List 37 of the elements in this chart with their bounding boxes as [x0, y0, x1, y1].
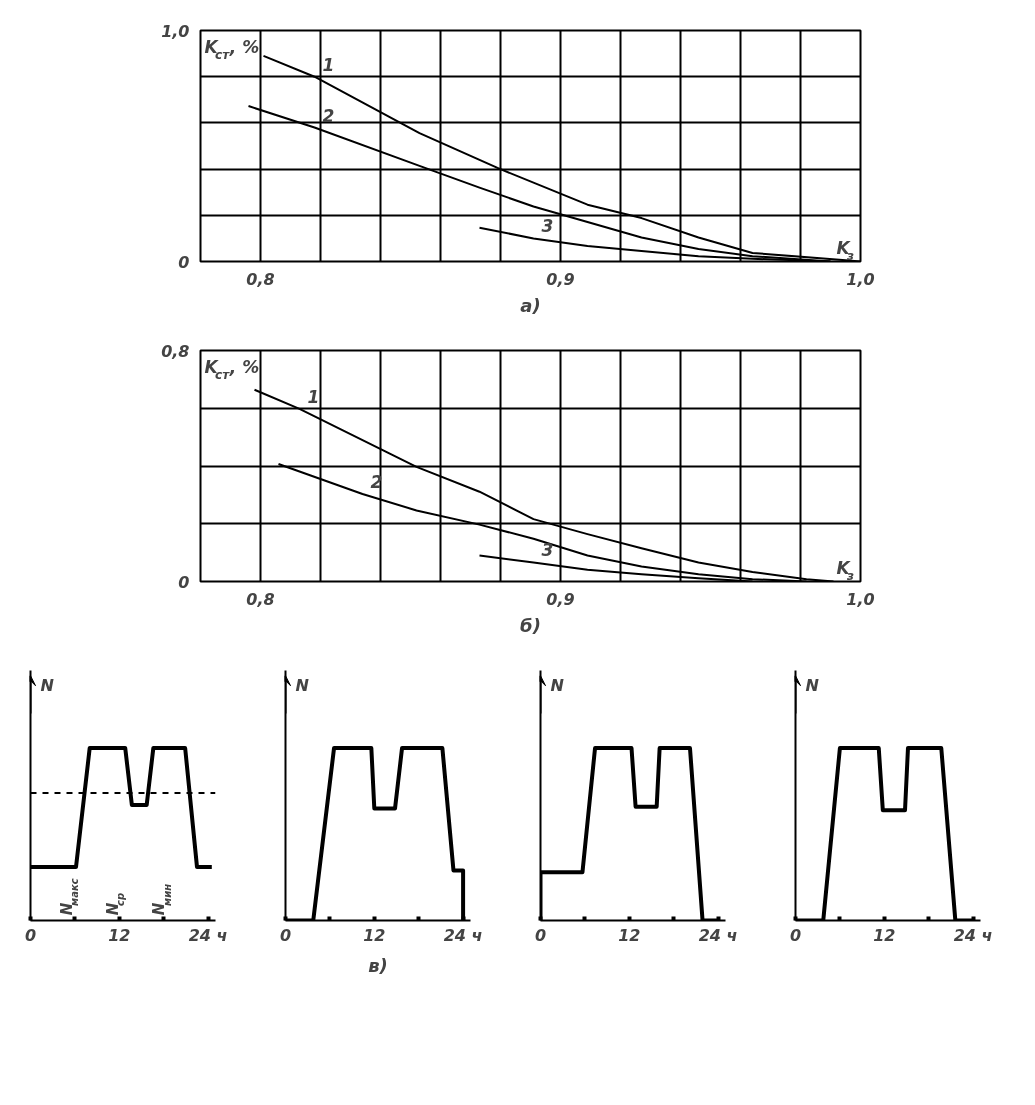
- x-tick-label: 24 ч: [188, 925, 228, 945]
- y-axis-title: N: [295, 675, 310, 695]
- x-tick-label: 0: [534, 925, 547, 945]
- x-tick-label: 0: [24, 925, 37, 945]
- x-tick-label: 0: [789, 925, 802, 945]
- y-axis-title: N: [40, 675, 55, 695]
- x-tick-label: 0,8: [246, 589, 275, 609]
- series-label: 1: [307, 386, 320, 407]
- text: в): [368, 954, 388, 976]
- series-label: 1: [322, 54, 335, 75]
- x-tick-label: 12: [363, 925, 386, 945]
- x-tick-label: 12: [618, 925, 641, 945]
- x-tick-label: 0,9: [546, 269, 575, 289]
- annotation: Nср: [103, 892, 127, 916]
- annotation: Nмин: [150, 883, 173, 916]
- y-tick-label: 1,0: [161, 21, 190, 41]
- x-tick-label: 0,8: [246, 269, 275, 289]
- x-tick-label: 12: [873, 925, 896, 945]
- series-label: 3: [541, 216, 554, 237]
- annotation: Nмакс: [57, 878, 80, 916]
- y-tick-label: 0: [178, 572, 190, 592]
- x-tick-label: 24 ч: [953, 925, 993, 945]
- x-tick-label: 24 ч: [443, 925, 483, 945]
- y-axis-title: N: [805, 675, 820, 695]
- text: б): [520, 614, 541, 636]
- y-tick-label: 0,8: [161, 341, 190, 361]
- x-tick-label: 0: [279, 925, 292, 945]
- series-label: 3: [541, 540, 554, 561]
- y-tick-label: 0: [178, 252, 190, 272]
- x-tick-label: 24 ч: [698, 925, 738, 945]
- y-axis-title: N: [550, 675, 565, 695]
- series-label: 2: [322, 105, 335, 126]
- x-tick-label: 1,0: [846, 589, 875, 609]
- x-tick-label: 12: [108, 925, 131, 945]
- text: а): [520, 294, 541, 316]
- x-tick-label: 0,9: [546, 589, 575, 609]
- x-tick-label: 1,0: [846, 269, 875, 289]
